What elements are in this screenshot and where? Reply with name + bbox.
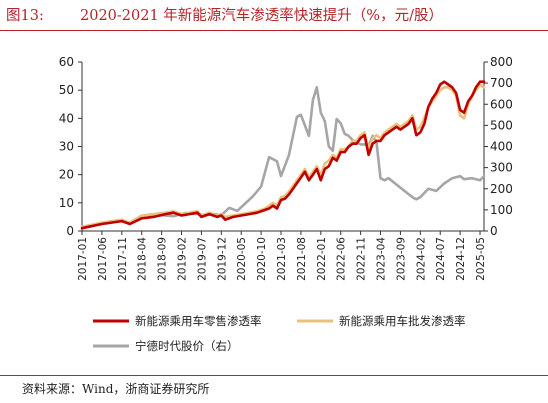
x-tick-label: 2022-11 xyxy=(356,237,368,281)
x-tick-label: 2017-01 xyxy=(77,237,89,281)
x-tick-label: 2019-07 xyxy=(196,237,208,281)
figure-number: 图13: xyxy=(6,8,44,24)
legend-label: 新能源乘用车批发渗透率 xyxy=(339,314,466,328)
y-left-tick-label: 0 xyxy=(66,224,74,238)
y-left-tick-label: 10 xyxy=(59,196,74,210)
source-rule xyxy=(0,375,548,376)
y-left-tick-label: 30 xyxy=(59,140,74,154)
chart-series xyxy=(80,80,486,230)
x-tick-label: 2024-07 xyxy=(435,237,447,281)
x-tick-label: 2023-04 xyxy=(376,237,388,281)
y-right-tick-label: 600 xyxy=(490,97,513,111)
series-line-catl-price xyxy=(148,86,486,218)
x-tick-label: 2017-06 xyxy=(97,237,109,281)
x-tick-label: 2019-12 xyxy=(216,237,228,281)
x-tick-label: 2025-05 xyxy=(475,237,487,281)
figure-title: 图13: 2020-2021 年新能源汽车渗透率快速提升（%，元/股） xyxy=(6,4,546,28)
x-tick-label: 2024-12 xyxy=(455,237,467,281)
x-tick-label: 2024-02 xyxy=(415,237,427,281)
y-right-tick-label: 400 xyxy=(490,140,513,154)
x-tick-label: 2020-10 xyxy=(256,237,268,281)
chart-axes: 0102030405060010020030040050060070080020… xyxy=(59,55,513,281)
title-rule xyxy=(0,30,548,31)
y-left-tick-label: 60 xyxy=(59,55,74,69)
x-tick-label: 2021-08 xyxy=(296,237,308,281)
x-tick-label: 2017-11 xyxy=(117,237,129,281)
y-left-tick-label: 40 xyxy=(59,111,74,125)
y-right-tick-label: 200 xyxy=(490,182,513,196)
y-right-tick-label: 700 xyxy=(490,76,513,90)
x-tick-label: 2023-09 xyxy=(395,237,407,281)
x-tick-label: 2019-02 xyxy=(177,237,189,281)
y-left-tick-label: 20 xyxy=(59,168,74,182)
legend-label: 新能源乘用车零售渗透率 xyxy=(135,314,262,328)
series-line-wholesale-penetration xyxy=(80,83,486,229)
figure-title-text: 2020-2021 年新能源汽车渗透率快速提升（%，元/股） xyxy=(80,8,443,24)
y-left-tick-label: 50 xyxy=(59,83,74,97)
series-line-retail-penetration xyxy=(80,80,486,230)
y-right-tick-label: 0 xyxy=(490,224,498,238)
source-note: 资料来源：Wind，浙商证券研究所 xyxy=(22,382,210,396)
x-tick-label: 2022-06 xyxy=(336,237,348,281)
x-tick-label: 2018-09 xyxy=(157,237,169,281)
legend-label: 宁德时代股价（右） xyxy=(135,339,239,353)
x-tick-label: 2022-01 xyxy=(316,237,328,281)
x-tick-label: 2018-04 xyxy=(137,237,149,281)
y-right-tick-label: 300 xyxy=(490,161,513,175)
x-tick-label: 2020-05 xyxy=(236,237,248,281)
x-tick-label: 2021-03 xyxy=(276,237,288,281)
y-right-tick-label: 500 xyxy=(490,118,513,132)
y-right-tick-label: 100 xyxy=(490,203,513,217)
y-right-tick-label: 800 xyxy=(490,55,513,69)
